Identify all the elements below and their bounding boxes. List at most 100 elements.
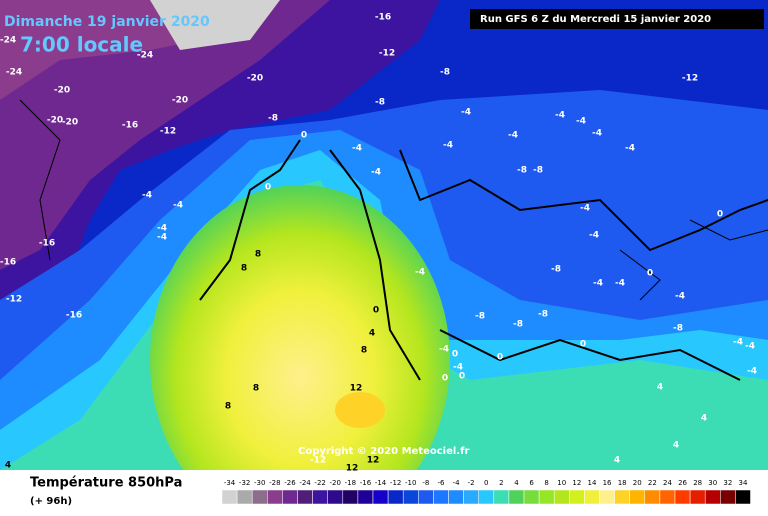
contour-label: -20 xyxy=(172,96,188,106)
scale-swatch xyxy=(569,489,585,505)
contour-label: 12 xyxy=(346,464,359,474)
contour-label: -4 xyxy=(352,144,362,154)
scale-swatch xyxy=(523,489,540,505)
contour-label: -16 xyxy=(122,121,138,131)
scale-swatch xyxy=(418,489,434,505)
scale-tick-label: -30 xyxy=(254,479,265,487)
contour-label: 8 xyxy=(255,250,261,260)
contour-label: -4 xyxy=(745,342,755,352)
contour-label: 12 xyxy=(367,456,380,466)
scale-tick-label: 16 xyxy=(603,479,612,487)
scale-swatch xyxy=(236,489,253,505)
contour-label: 4 xyxy=(369,329,375,339)
contour-label: 0 xyxy=(265,183,271,193)
scale-swatch xyxy=(267,489,283,505)
contour-label: -4 xyxy=(589,231,599,241)
scale-swatch xyxy=(659,489,676,505)
scale-tick-label: 22 xyxy=(648,479,657,487)
contour-label: -24 xyxy=(0,36,16,46)
scale-swatch xyxy=(704,489,721,505)
contour-label: -12 xyxy=(682,74,698,84)
contour-label: -4 xyxy=(580,204,590,214)
contour-labels: -24-24-24-20-20-20-20-20 -16-12-12-16-12-… xyxy=(0,13,757,474)
contour-label: -8 xyxy=(551,265,561,275)
date-title: Dimanche 19 janvier 2020 xyxy=(4,14,210,30)
scale-tick-label: 24 xyxy=(663,479,672,487)
contour-label: -4 xyxy=(443,141,453,151)
contour-label: -4 xyxy=(439,345,449,355)
scale-tick-label: 28 xyxy=(693,479,702,487)
time-title: 7:00 locale xyxy=(20,33,143,57)
scale-tick-label: 32 xyxy=(723,479,732,487)
contour-label: -4 xyxy=(453,363,463,373)
scale-swatch xyxy=(433,489,449,505)
scale-tick-label: -32 xyxy=(239,479,250,487)
scale-swatch xyxy=(297,489,313,505)
scale-tick-label: -4 xyxy=(453,479,461,487)
scale-tick-label: 30 xyxy=(708,479,717,487)
scale-swatch xyxy=(478,489,495,505)
contour-label: 4 xyxy=(673,441,679,451)
contour-label: -4 xyxy=(157,233,167,243)
scale-tick-label: -10 xyxy=(405,479,416,487)
scale-swatch xyxy=(508,489,525,505)
contour-label: -24 xyxy=(137,51,153,61)
scale-swatch xyxy=(312,489,328,505)
contour-label: -4 xyxy=(371,168,381,178)
scale-tick-label: -20 xyxy=(330,479,341,487)
scale-swatch xyxy=(493,489,510,505)
contour-label: 12 xyxy=(350,384,363,394)
contour-label: 4 xyxy=(701,414,707,424)
contour-label: 4 xyxy=(657,383,663,393)
scale-tick-label: 34 xyxy=(738,479,747,487)
variable-title: Température 850hPa xyxy=(30,476,182,491)
contour-label: -4 xyxy=(142,191,152,201)
scale-swatch xyxy=(372,489,389,505)
contour-label: -8 xyxy=(440,68,450,78)
contour-label: 0 xyxy=(452,350,458,360)
scale-swatch xyxy=(448,489,464,505)
contour-label: 0 xyxy=(442,374,448,384)
contour-label: -16 xyxy=(39,239,55,249)
scale-swatch xyxy=(342,489,359,505)
copyright: Copyright © 2020 Meteociel.fr xyxy=(298,446,469,457)
scale-tick-label: 18 xyxy=(618,479,627,487)
contour-label: 0 xyxy=(301,131,307,141)
scale-swatch xyxy=(674,489,691,505)
scale-tick-label: 14 xyxy=(587,479,596,487)
scale-swatch xyxy=(614,489,630,505)
contour-label: -24 xyxy=(6,68,22,78)
contour-label: -12 xyxy=(310,456,326,466)
scale-swatch xyxy=(599,489,615,505)
contour-label: -16 xyxy=(375,13,391,23)
scale-tick-label: -6 xyxy=(437,479,445,487)
contour-label: -8 xyxy=(375,98,385,108)
contour-label: -4 xyxy=(555,111,565,121)
contour-label: -4 xyxy=(157,224,167,234)
scale-swatch xyxy=(689,489,706,505)
scale-swatch xyxy=(720,489,736,505)
contour-label: -4 xyxy=(592,129,602,139)
lead-time: (+ 96h) xyxy=(30,496,72,507)
contour-label: 8 xyxy=(241,264,247,274)
contour-label: -4 xyxy=(173,201,183,211)
scale-tick-label: 4 xyxy=(514,479,519,487)
scale-tick-label: -2 xyxy=(468,479,475,487)
contour-label: 0 xyxy=(580,340,586,350)
scale-tick-label: 8 xyxy=(544,479,548,487)
scale-swatch xyxy=(584,489,600,505)
scale-tick-label: 2 xyxy=(499,479,503,487)
scale-tick-label: 12 xyxy=(572,479,581,487)
scale-tick-label: -18 xyxy=(345,479,356,487)
contour-label: 0 xyxy=(373,306,379,316)
contour-label: 8 xyxy=(361,346,367,356)
contour-label: -4 xyxy=(593,279,603,289)
scale-tick-label: -24 xyxy=(299,479,311,487)
contour-label: -20 xyxy=(47,116,63,126)
contour-label: -16 xyxy=(66,311,82,321)
run-banner xyxy=(470,9,764,29)
contour-label: -4 xyxy=(733,338,743,348)
contour-label: -4 xyxy=(625,144,635,154)
